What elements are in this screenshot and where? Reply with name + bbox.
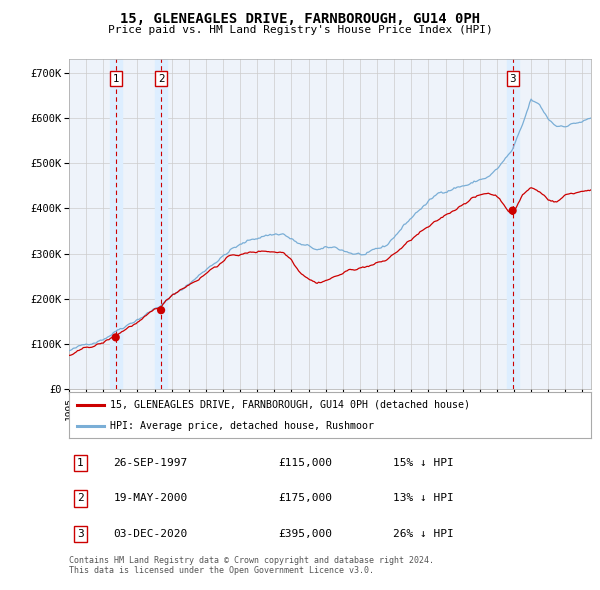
Bar	[110, 59, 122, 389]
Text: 19-MAY-2000: 19-MAY-2000	[113, 493, 188, 503]
Text: Contains HM Land Registry data © Crown copyright and database right 2024.: Contains HM Land Registry data © Crown c…	[69, 556, 434, 565]
Text: £115,000: £115,000	[278, 458, 332, 468]
Text: HPI: Average price, detached house, Rushmoor: HPI: Average price, detached house, Rush…	[110, 421, 374, 431]
Text: 2: 2	[158, 74, 164, 84]
Text: 26% ↓ HPI: 26% ↓ HPI	[392, 529, 454, 539]
Text: 15% ↓ HPI: 15% ↓ HPI	[392, 458, 454, 468]
Text: 3: 3	[509, 74, 516, 84]
Text: 15, GLENEAGLES DRIVE, FARNBOROUGH, GU14 0PH (detached house): 15, GLENEAGLES DRIVE, FARNBOROUGH, GU14 …	[110, 399, 470, 409]
Text: 13% ↓ HPI: 13% ↓ HPI	[392, 493, 454, 503]
Text: 3: 3	[77, 529, 84, 539]
Text: 03-DEC-2020: 03-DEC-2020	[113, 529, 188, 539]
Text: 26-SEP-1997: 26-SEP-1997	[113, 458, 188, 468]
Bar	[506, 59, 518, 389]
Bar	[155, 59, 167, 389]
Text: 2: 2	[77, 493, 84, 503]
Text: Price paid vs. HM Land Registry's House Price Index (HPI): Price paid vs. HM Land Registry's House …	[107, 25, 493, 35]
Text: 15, GLENEAGLES DRIVE, FARNBOROUGH, GU14 0PH: 15, GLENEAGLES DRIVE, FARNBOROUGH, GU14 …	[120, 12, 480, 26]
Point	[156, 306, 166, 315]
Text: 1: 1	[112, 74, 119, 84]
Point	[508, 206, 517, 215]
Text: This data is licensed under the Open Government Licence v3.0.: This data is licensed under the Open Gov…	[69, 566, 374, 575]
Point	[111, 333, 121, 342]
Text: £395,000: £395,000	[278, 529, 332, 539]
Text: 1: 1	[77, 458, 84, 468]
Text: £175,000: £175,000	[278, 493, 332, 503]
